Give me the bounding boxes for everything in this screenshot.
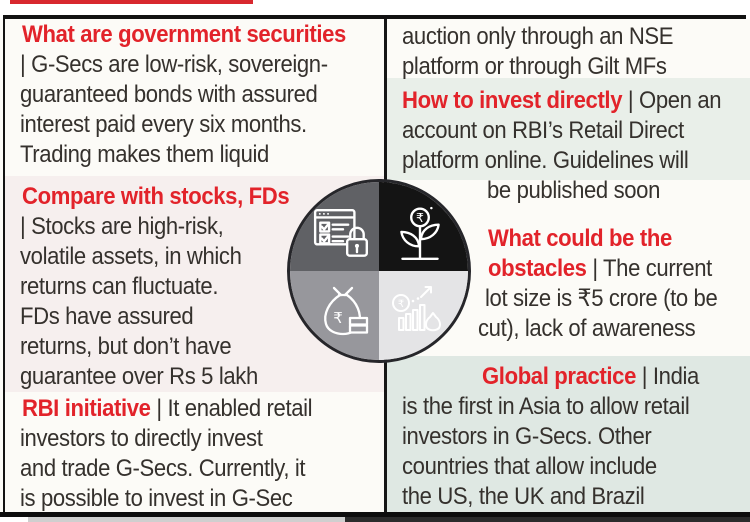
body-text: platform online. Guidelines will	[402, 147, 689, 174]
text-line: investors in G-Secs. Other	[402, 422, 693, 452]
body-text: volatile assets, in which	[20, 243, 242, 270]
section-heading: How to invest directly	[402, 87, 628, 114]
chart-growth-rupee-icon: ₹	[391, 285, 441, 331]
text-line: Compare with stocks, FDs	[22, 182, 290, 212]
body-text: and trade G-Secs. Currently, it	[20, 455, 306, 482]
text-line: RBI initiative | It enabled retail	[22, 394, 313, 424]
body-text: | G-Secs are low-risk, sovereign-	[20, 51, 328, 78]
growth-plant-rupee-icon: ₹	[399, 206, 440, 260]
body-text: | Open an	[627, 87, 722, 114]
svg-text:₹: ₹	[333, 309, 343, 327]
svg-text:₹: ₹	[397, 299, 403, 310]
text-line: FDs have assured	[20, 302, 289, 332]
section-heading: What could be the	[488, 225, 672, 252]
body-text: | The current	[592, 255, 712, 282]
global-block-background	[387, 356, 750, 512]
section-heading: RBI initiative	[22, 395, 157, 422]
section-global-practice: Global practice | India is the first in A…	[402, 362, 718, 512]
text-line: obstacles | The current	[488, 254, 718, 284]
body-text: auction only through an NSE	[402, 23, 674, 50]
body-text: the US, the UK and Brazil	[402, 483, 645, 510]
text-line: guaranteed bonds with assured	[20, 80, 346, 110]
text-line: How to invest directly | Open an	[402, 86, 722, 116]
svg-text:₹: ₹	[416, 210, 424, 225]
cropped-content-strip	[0, 517, 750, 522]
section-what-are-gsecs: What are government securities | G-Secs a…	[20, 20, 374, 170]
body-text: returns can fluctuate.	[20, 273, 219, 300]
top-red-rule	[10, 0, 253, 4]
text-line: What are government securities	[22, 20, 346, 50]
body-text: cut), lack of awareness	[478, 315, 696, 342]
section-how-to-invest: How to invest directly | Open an account …	[402, 86, 749, 206]
text-line: Trading makes them liquid	[20, 140, 346, 170]
frame-border-bottom	[0, 512, 750, 517]
text-line: | G-Secs are low-risk, sovereign-	[20, 50, 346, 80]
body-text: | It enabled retail	[156, 395, 313, 422]
text-line: is possible to invest in G-Sec	[20, 484, 312, 514]
text-line: account on RBI’s Retail Direct	[402, 116, 721, 146]
quadrant-top-right: ₹	[379, 182, 468, 271]
text-line: What could be the	[488, 224, 718, 254]
section-rbi-initiative: RBI initiative | It enabled retail invest…	[20, 394, 337, 514]
section-compare-stocks-fds: Compare with stocks, FDs | Stocks are hig…	[20, 182, 312, 392]
text-line: interest paid every six months.	[20, 110, 346, 140]
checklist-lock-icon	[313, 208, 368, 257]
body-text: investors to directly invest	[20, 425, 263, 452]
body-text: returns, but don’t have	[20, 333, 232, 360]
invest-block-background	[387, 78, 750, 180]
body-text: is possible to invest in G-Sec	[20, 485, 293, 512]
body-text: countries that allow include	[402, 453, 657, 480]
body-text: guaranteed bonds with assured	[20, 81, 318, 108]
section-auction-continuation: auction only through an NSE platform or t…	[402, 22, 697, 82]
body-text: account on RBI’s Retail Direct	[402, 117, 684, 144]
body-text: Trading makes them liquid	[20, 141, 269, 168]
text-line: returns, but don’t have	[20, 332, 289, 362]
text-line: guarantee over Rs 5 lakh	[20, 362, 289, 392]
text-line: Global practice | India	[482, 362, 699, 392]
body-text: interest paid every six months.	[20, 111, 307, 138]
text-line: returns can fluctuate.	[20, 272, 289, 302]
text-line: auction only through an NSE	[402, 22, 674, 52]
text-line: the US, the UK and Brazil	[402, 482, 693, 512]
text-line: be published soon	[487, 176, 728, 206]
body-text: be published soon	[487, 177, 660, 204]
text-line: | Stocks are high-risk,	[20, 212, 289, 242]
body-text: is the first in Asia to allow retail	[402, 393, 690, 420]
body-text: | Stocks are high-risk,	[20, 213, 224, 240]
money-bag-rupee-icon: ₹	[323, 286, 368, 335]
body-text: lot size is ₹5 crore (to be	[485, 285, 718, 312]
body-text: FDs have assured	[20, 303, 194, 330]
text-line: lot size is ₹5 crore (to be	[485, 284, 718, 314]
text-line: is the first in Asia to allow retail	[402, 392, 693, 422]
section-heading: What are government securities	[22, 21, 346, 48]
text-line: platform or through Gilt MFs	[402, 52, 673, 82]
body-text: | India	[641, 363, 700, 390]
section-heading: Global practice	[482, 363, 642, 390]
text-line: platform online. Guidelines will	[402, 146, 721, 176]
text-line: cut), lack of awareness	[478, 314, 717, 344]
text-line: investors to directly invest	[20, 424, 312, 454]
text-line: volatile assets, in which	[20, 242, 289, 272]
frame-border-top	[3, 15, 746, 19]
text-line: countries that allow include	[402, 452, 693, 482]
body-text: guarantee over Rs 5 lakh	[20, 363, 258, 390]
text-line: and trade G-Secs. Currently, it	[20, 454, 312, 484]
section-obstacles: What could be the obstacles | The current…	[402, 224, 738, 344]
body-text: platform or through Gilt MFs	[402, 53, 667, 80]
section-heading: Compare with stocks, FDs	[22, 183, 290, 210]
body-text: investors in G-Secs. Other	[402, 423, 652, 450]
frame-border-left	[3, 15, 5, 512]
section-heading: obstacles	[488, 255, 593, 282]
